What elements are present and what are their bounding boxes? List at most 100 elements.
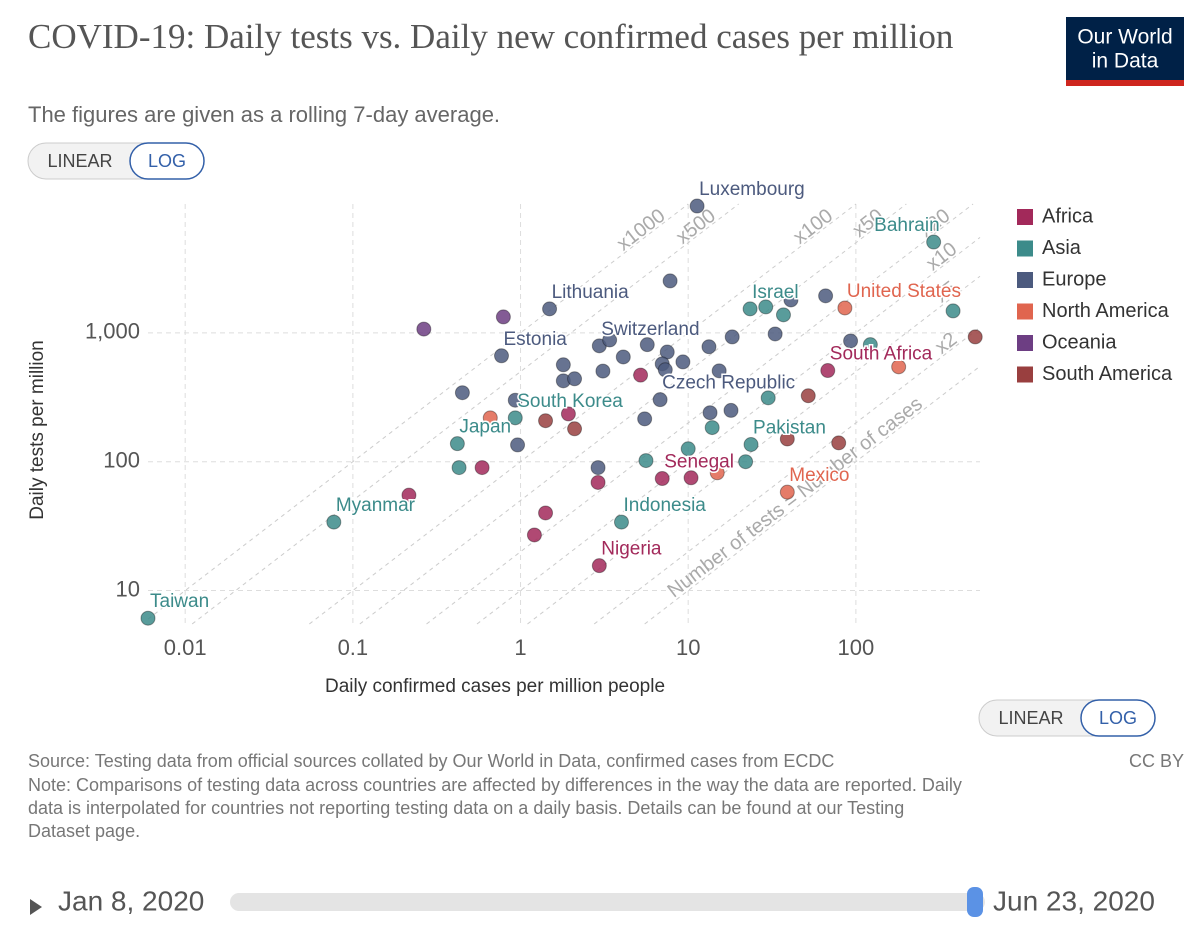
data-point[interactable]: [818, 288, 834, 304]
data-point[interactable]: [701, 339, 717, 355]
data-point[interactable]: [590, 460, 606, 476]
data-point[interactable]: [507, 410, 523, 426]
scale-button[interactable]: LOG: [1099, 708, 1137, 728]
data-point[interactable]: [702, 405, 718, 421]
data-point[interactable]: [800, 388, 816, 404]
data-point[interactable]: [738, 454, 754, 470]
data-point[interactable]: [662, 273, 678, 289]
data-point[interactable]: [538, 413, 554, 429]
data-point[interactable]: [709, 465, 725, 481]
data-point[interactable]: [615, 349, 631, 365]
data-point[interactable]: [831, 435, 847, 451]
legend-label[interactable]: Europe: [1042, 268, 1107, 290]
data-point[interactable]: [783, 292, 799, 308]
data-point[interactable]: [555, 357, 571, 373]
legend-swatch[interactable]: [1017, 335, 1033, 351]
end-date: Jun 23, 2020: [993, 885, 1155, 916]
data-point[interactable]: [538, 505, 554, 521]
data-point[interactable]: [451, 460, 467, 476]
data-point[interactable]: [820, 363, 836, 379]
data-point[interactable]: [416, 321, 432, 337]
legend-swatch[interactable]: [1017, 366, 1033, 383]
data-point[interactable]: [711, 363, 727, 379]
data-point[interactable]: [637, 411, 653, 427]
logo[interactable]: Our World in Data: [1066, 17, 1184, 86]
data-point[interactable]: [326, 514, 342, 530]
data-point[interactable]: [652, 392, 668, 408]
data-point[interactable]: [680, 441, 696, 457]
data-point[interactable]: [638, 453, 654, 469]
logo-text: Our World: [1077, 26, 1172, 49]
data-point[interactable]: [449, 436, 465, 452]
data-point[interactable]: [775, 307, 791, 323]
y-tick-label: 10: [116, 576, 140, 601]
data-point[interactable]: [862, 337, 878, 353]
data-point[interactable]: [742, 301, 758, 317]
timeline-handle[interactable]: [967, 887, 983, 917]
data-point[interactable]: [560, 406, 576, 422]
scale-button[interactable]: LINEAR: [47, 151, 112, 171]
legend-label[interactable]: Oceania: [1042, 331, 1117, 353]
data-point[interactable]: [945, 303, 961, 319]
data-point[interactable]: [482, 410, 498, 426]
data-point[interactable]: [602, 332, 618, 348]
legend-swatch[interactable]: [1017, 303, 1033, 320]
data-point[interactable]: [843, 333, 859, 349]
legend-label[interactable]: Asia: [1042, 237, 1082, 259]
legend-swatch[interactable]: [1017, 240, 1033, 257]
legend-label[interactable]: Africa: [1042, 205, 1094, 227]
data-point[interactable]: [760, 390, 776, 406]
data-point[interactable]: [401, 487, 417, 503]
data-point[interactable]: [595, 363, 611, 379]
data-point[interactable]: [704, 420, 720, 436]
data-point[interactable]: [590, 474, 606, 490]
scale-active[interactable]: [1080, 699, 1156, 737]
chart-subtitle: The figures are given as a rolling 7-day…: [28, 102, 500, 127]
data-point[interactable]: [633, 367, 649, 383]
data-point[interactable]: [567, 421, 583, 437]
data-point[interactable]: [454, 385, 470, 401]
data-point[interactable]: [689, 198, 705, 214]
scale-button[interactable]: LINEAR: [998, 708, 1063, 728]
legend-label[interactable]: North America: [1042, 300, 1170, 322]
data-point[interactable]: [140, 610, 156, 626]
data-point[interactable]: [639, 337, 655, 353]
data-point[interactable]: [526, 527, 542, 543]
logo-text: in Data: [1092, 50, 1159, 73]
data-point[interactable]: [675, 354, 691, 370]
data-point[interactable]: [613, 514, 629, 530]
data-point[interactable]: [926, 234, 942, 250]
data-point[interactable]: [767, 326, 783, 342]
legend-swatch[interactable]: [1017, 209, 1033, 225]
data-point[interactable]: [591, 558, 607, 574]
data-point[interactable]: [495, 309, 511, 325]
legend-swatch[interactable]: [1017, 272, 1033, 288]
data-point[interactable]: [779, 431, 795, 447]
x-axis-label: Daily confirmed cases per million people: [325, 676, 665, 697]
logo-box: [1066, 17, 1184, 86]
data-point[interactable]: [724, 329, 740, 345]
data-point[interactable]: [967, 329, 983, 345]
data-point[interactable]: [758, 299, 774, 315]
data-point[interactable]: [542, 301, 558, 317]
data-point[interactable]: [779, 484, 795, 500]
scale-button[interactable]: LOG: [148, 151, 186, 171]
data-point[interactable]: [657, 362, 673, 378]
x-tick-label: 100: [838, 635, 875, 660]
data-point[interactable]: [654, 471, 670, 487]
timeline-track[interactable]: [230, 893, 985, 911]
data-point[interactable]: [891, 359, 907, 375]
scale-active[interactable]: [129, 142, 205, 180]
play-button[interactable]: [30, 899, 42, 915]
data-point[interactable]: [567, 371, 583, 387]
data-point[interactable]: [507, 392, 523, 408]
legend-label[interactable]: South America: [1042, 363, 1173, 385]
data-point[interactable]: [510, 437, 526, 453]
data-point[interactable]: [493, 348, 509, 364]
data-point[interactable]: [683, 470, 699, 486]
data-point[interactable]: [474, 460, 490, 476]
data-point[interactable]: [743, 436, 759, 452]
chart-title: COVID-19: Daily tests vs. Daily new conf…: [28, 17, 953, 56]
data-point[interactable]: [837, 300, 853, 316]
data-point[interactable]: [723, 402, 739, 418]
